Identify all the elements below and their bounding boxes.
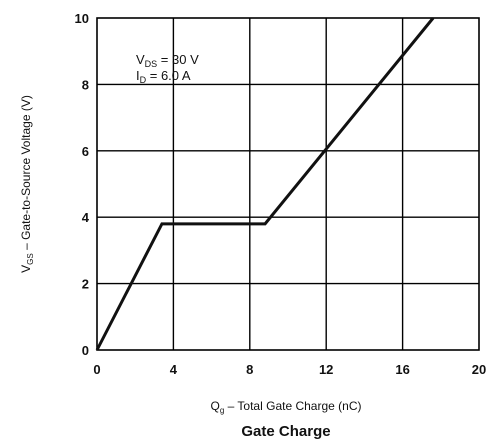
annotation-line-id: ID = 6.0 A — [136, 68, 191, 85]
x-tick-label: 12 — [319, 362, 333, 377]
annotation-id-symbol: I — [136, 68, 140, 83]
grid-layer — [97, 18, 479, 350]
y-tick-label: 2 — [82, 277, 89, 292]
y-axis-symbol: V — [19, 265, 33, 273]
annotation-line-vds: VDS = 30 V — [136, 52, 199, 69]
x-tick-label: 0 — [93, 362, 100, 377]
y-tick-label: 10 — [75, 11, 89, 26]
y-tick-label: 4 — [82, 210, 90, 225]
y-tick-label: 8 — [82, 77, 89, 92]
plot-border — [96, 17, 480, 351]
tick-labels: 0 4 8 12 16 20 0 2 4 6 8 10 — [75, 11, 487, 377]
y-axis-text: – Gate-to-Source Voltage (V) — [19, 95, 33, 253]
series-layer — [95, 17, 435, 351]
x-axis-text: – Total Gate Charge (nC) — [224, 399, 361, 413]
annotation-id-text: = 6.0 A — [146, 68, 191, 83]
annotation: VDS = 30 V ID = 6.0 A — [136, 52, 199, 85]
y-axis-label: VGS – Gate-to-Source Voltage (V) — [19, 95, 35, 273]
y-axis-sub: GS — [26, 253, 35, 265]
annotation-vds-text: = 30 V — [157, 52, 199, 67]
x-axis-symbol: Q — [211, 399, 220, 413]
y-tick-label: 0 — [82, 343, 89, 358]
x-tick-label: 20 — [472, 362, 486, 377]
plot-frame — [96, 17, 480, 351]
y-tick-label: 6 — [82, 144, 89, 159]
x-tick-label: 16 — [395, 362, 409, 377]
x-axis-label: Qg – Total Gate Charge (nC) — [211, 399, 362, 415]
x-tick-label: 8 — [246, 362, 253, 377]
x-tick-label: 4 — [170, 362, 178, 377]
x-axis-sub: g — [220, 406, 224, 415]
chart-title: Gate Charge — [241, 423, 330, 440]
series-line — [95, 17, 435, 351]
annotation-id-sub: D — [140, 75, 147, 85]
annotation-vds-sub: DS — [145, 59, 158, 69]
annotation-vds-symbol: V — [136, 52, 145, 67]
